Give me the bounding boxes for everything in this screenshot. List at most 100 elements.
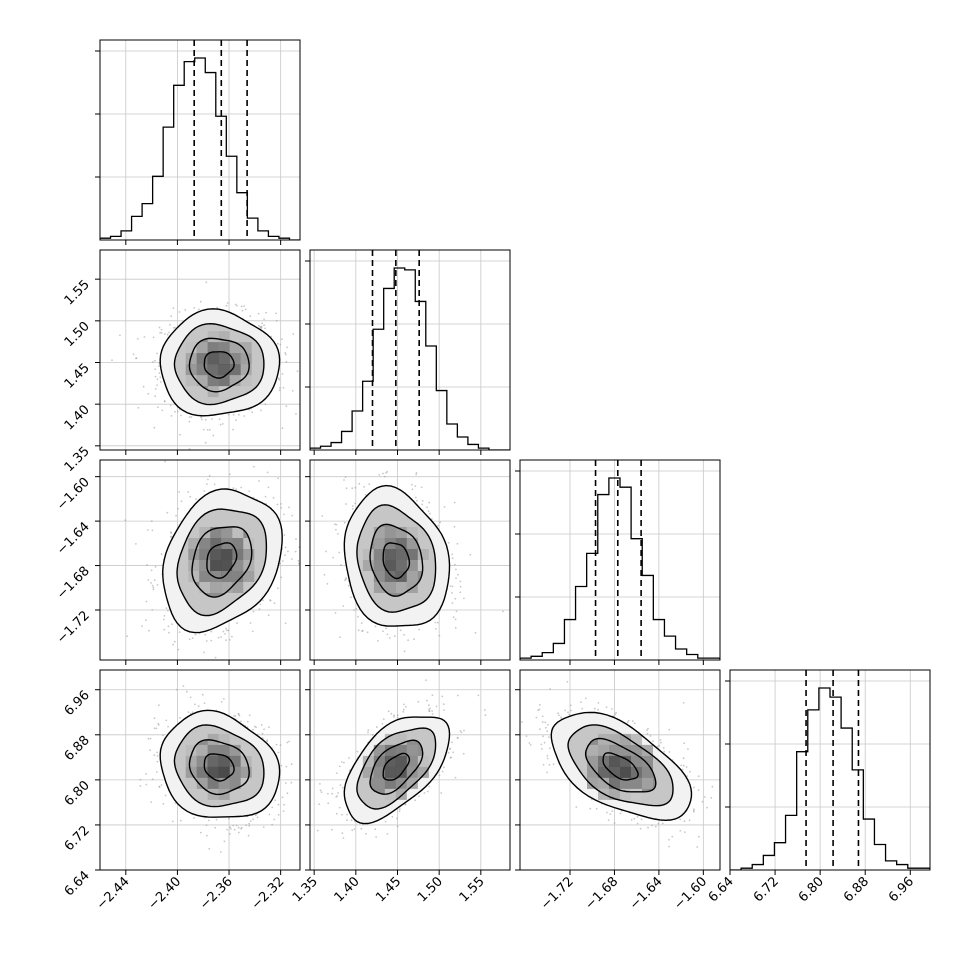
sample-point [706, 806, 708, 809]
sample-point [348, 757, 350, 759]
sample-point [257, 324, 260, 327]
sample-point [199, 831, 202, 834]
sample-point [597, 708, 599, 711]
sample-point [163, 400, 166, 402]
sample-point [184, 664, 186, 666]
sample-point [633, 817, 636, 820]
density-cell [417, 549, 429, 560]
density-cell [218, 733, 230, 745]
density-cell [196, 342, 208, 354]
sample-point [647, 727, 649, 730]
sample-point [153, 727, 156, 730]
sample-point [259, 603, 262, 606]
sample-point [391, 815, 394, 818]
contour-line [369, 523, 424, 597]
sample-point [339, 784, 342, 786]
sample-point [178, 311, 181, 313]
sample-point [280, 576, 283, 579]
sample-point [611, 810, 614, 812]
density-cell [406, 571, 418, 582]
sample-point [152, 361, 154, 363]
density-cell [207, 331, 219, 343]
sample-point [278, 387, 281, 389]
sample-point [462, 752, 465, 755]
sample-point [167, 725, 170, 728]
sample-point [390, 712, 393, 715]
contour-line [382, 542, 411, 580]
panel-3-3 [725, 669, 931, 875]
sample-point [220, 701, 223, 703]
x-tick-label: −2.36 [197, 874, 236, 913]
contour-line [584, 737, 657, 793]
sample-point [272, 496, 275, 499]
sample-point [136, 338, 139, 340]
sample-point [619, 812, 622, 815]
density-cell [218, 342, 230, 354]
sample-point [165, 719, 168, 722]
panel-3-0 [95, 669, 301, 875]
sample-point [176, 410, 179, 413]
sample-point [684, 831, 686, 833]
sample-point [259, 325, 262, 328]
sample-point [126, 635, 128, 638]
sample-point [229, 473, 231, 476]
density-cell [362, 755, 374, 767]
sample-point [385, 627, 387, 630]
sample-point [119, 334, 121, 337]
sample-point [340, 564, 342, 566]
sample-point [330, 828, 333, 831]
sample-point [543, 741, 546, 744]
density-cell [631, 766, 642, 778]
sample-point [345, 487, 348, 490]
sample-point [687, 748, 689, 751]
sample-point [413, 638, 415, 641]
sample-point [697, 789, 700, 791]
density-cell [218, 353, 230, 365]
sample-point [367, 731, 369, 734]
panel-border [309, 249, 511, 451]
sample-point [216, 306, 219, 309]
sample-point [277, 814, 280, 816]
panel-content [100, 670, 300, 870]
sample-point [688, 819, 691, 822]
sample-point [212, 434, 215, 437]
density-cell [631, 755, 642, 767]
sample-point [415, 471, 418, 474]
sample-point [241, 309, 244, 312]
sample-point [627, 719, 630, 722]
sample-point [149, 749, 152, 752]
density-cell [218, 755, 230, 767]
sample-point [345, 577, 348, 580]
density-cell [587, 744, 598, 756]
density-cell [609, 777, 620, 789]
density-cell [631, 733, 642, 745]
sample-point [323, 573, 326, 576]
sample-point [277, 477, 279, 480]
sample-point [354, 502, 357, 505]
sample-point [549, 688, 551, 690]
sample-point [338, 806, 341, 809]
sample-point [685, 766, 688, 768]
sample-point [225, 304, 228, 307]
sample-point [190, 416, 193, 418]
sample-point [456, 542, 459, 545]
sample-point [227, 629, 230, 632]
sample-point [375, 726, 378, 729]
sample-point [375, 836, 377, 838]
density-cell [232, 571, 244, 582]
density-cell [240, 364, 252, 376]
x-tick-label: 6.72 [751, 874, 782, 905]
x-tick-label: −2.40 [145, 874, 184, 913]
sample-point [178, 631, 181, 633]
density-cell [631, 777, 642, 789]
panel-border [729, 669, 931, 871]
sample-point [211, 418, 213, 420]
sample-point [139, 778, 142, 781]
sample-point [449, 585, 452, 587]
density-cell [620, 788, 631, 800]
density-cell [196, 766, 208, 778]
sample-point [208, 819, 210, 822]
density-cell [587, 777, 598, 789]
density-cell [373, 527, 385, 538]
sample-point [364, 494, 367, 496]
